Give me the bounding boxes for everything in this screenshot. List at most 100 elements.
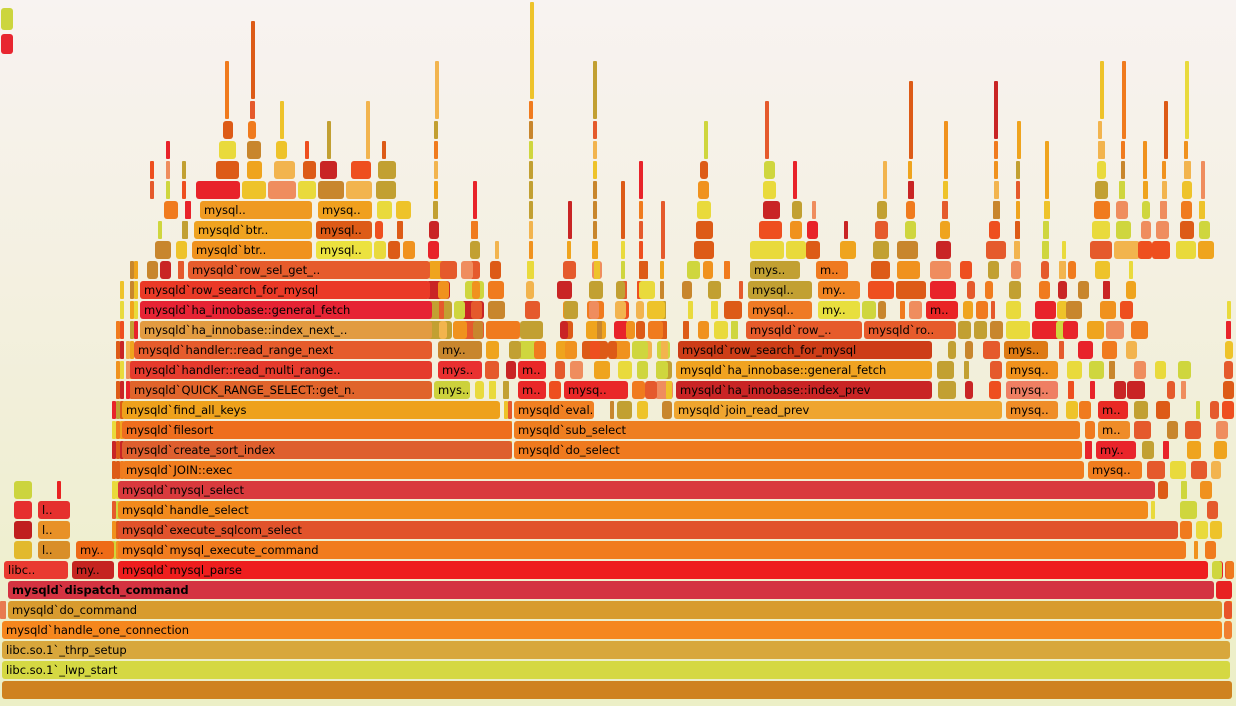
flame-frame[interactable]: mysqld`ha_innobase::general_fetch	[140, 301, 432, 319]
flame-block[interactable]	[698, 181, 709, 199]
flame-block[interactable]	[909, 301, 922, 319]
flame-block[interactable]	[1097, 161, 1106, 179]
flame-frame[interactable]: m..	[816, 261, 848, 279]
flame-block[interactable]	[378, 161, 396, 179]
flame-block[interactable]	[1185, 61, 1189, 139]
flame-block[interactable]	[438, 281, 449, 299]
flame-block[interactable]	[637, 401, 648, 419]
flame-block[interactable]	[1147, 461, 1165, 479]
flame-block[interactable]	[1016, 201, 1020, 219]
flame-frame[interactable]: mysqld`row_search_for_mysql	[140, 281, 430, 299]
flame-frame[interactable]: mysqld`handler::read_multi_range..	[130, 361, 432, 379]
flame-block[interactable]	[1143, 181, 1148, 199]
flame-block[interactable]	[862, 301, 876, 319]
flame-block[interactable]	[506, 361, 516, 379]
flame-block[interactable]	[242, 181, 266, 199]
flame-block[interactable]	[974, 321, 987, 339]
flame-block[interactable]	[1100, 301, 1116, 319]
flame-block[interactable]	[469, 261, 480, 279]
flame-block[interactable]	[1180, 221, 1194, 239]
flame-block[interactable]	[1106, 321, 1124, 339]
flame-block[interactable]	[639, 241, 643, 259]
flame-block[interactable]	[434, 121, 438, 139]
flame-frame[interactable]: m..	[926, 301, 958, 319]
flame-block[interactable]	[182, 221, 188, 239]
flame-block[interactable]	[991, 301, 995, 319]
flame-block[interactable]	[434, 141, 438, 159]
flame-block[interactable]	[597, 321, 602, 339]
flame-block[interactable]	[1041, 261, 1049, 279]
flame-block[interactable]	[930, 281, 956, 299]
flame-block[interactable]	[993, 201, 1000, 219]
flame-frame[interactable]: my..	[72, 561, 114, 579]
flame-block[interactable]	[1087, 321, 1104, 339]
flame-block[interactable]	[1225, 341, 1233, 359]
flame-block[interactable]	[112, 501, 116, 519]
flame-block[interactable]	[696, 221, 713, 239]
flame-block[interactable]	[1142, 201, 1150, 219]
flame-block[interactable]	[1114, 241, 1140, 259]
flame-block[interactable]	[1126, 281, 1136, 299]
flame-block[interactable]	[1085, 441, 1092, 459]
flame-block[interactable]	[990, 361, 1002, 379]
flame-block[interactable]	[994, 81, 998, 139]
flame-block[interactable]	[116, 361, 120, 379]
flame-block[interactable]	[724, 261, 730, 279]
flame-block[interactable]	[488, 301, 505, 319]
flame-block[interactable]	[158, 221, 162, 239]
flame-block[interactable]	[983, 341, 1000, 359]
flame-block[interactable]	[377, 201, 392, 219]
flame-block[interactable]	[1119, 181, 1125, 199]
flame-block[interactable]	[120, 281, 124, 299]
flame-block[interactable]	[1131, 321, 1148, 339]
flame-block[interactable]	[150, 181, 154, 199]
flame-block[interactable]	[435, 61, 439, 119]
flame-block[interactable]	[873, 241, 889, 259]
flame-block[interactable]	[621, 261, 625, 279]
flame-block[interactable]	[366, 101, 370, 159]
flame-block[interactable]	[134, 261, 138, 279]
flame-frame[interactable]: mysqld`row_..	[746, 321, 862, 339]
flame-block[interactable]	[434, 161, 438, 179]
flame-block[interactable]	[806, 241, 820, 259]
flame-frame[interactable]: mysqld`filesort	[122, 421, 512, 439]
flame-block[interactable]	[160, 261, 171, 279]
flame-block[interactable]	[878, 301, 886, 319]
flame-block[interactable]	[196, 181, 240, 199]
flame-block[interactable]	[439, 301, 444, 319]
flame-block[interactable]	[1167, 381, 1175, 399]
flame-block[interactable]	[116, 441, 120, 459]
flame-block[interactable]	[592, 241, 598, 259]
flame-block[interactable]	[636, 301, 644, 319]
flame-frame[interactable]: mysql..	[748, 281, 812, 299]
flame-block[interactable]	[1079, 401, 1091, 419]
flame-block[interactable]	[112, 421, 116, 439]
flame-block[interactable]	[626, 321, 635, 339]
flame-block[interactable]	[1090, 381, 1095, 399]
flame-block[interactable]	[318, 181, 344, 199]
flame-block[interactable]	[116, 421, 120, 439]
flame-block[interactable]	[1, 34, 13, 54]
flame-block[interactable]	[251, 21, 255, 99]
flame-block[interactable]	[589, 281, 603, 299]
flame-frame[interactable]: mysqld`ro..	[864, 321, 956, 339]
flame-block[interactable]	[120, 301, 124, 319]
flame-block[interactable]	[126, 341, 130, 359]
flame-block[interactable]	[1098, 141, 1105, 159]
flame-frame[interactable]: libc.so.1`_lwp_start	[2, 661, 1230, 679]
flame-frame[interactable]: mysqld`mysql_parse	[118, 561, 1208, 579]
flame-block[interactable]	[621, 241, 625, 259]
flame-block[interactable]	[639, 201, 643, 219]
flame-block[interactable]	[453, 321, 467, 339]
flame-frame[interactable]: mysqld`ha_innobase::general_fetch	[676, 361, 932, 379]
flame-block[interactable]	[298, 181, 316, 199]
flame-block[interactable]	[1180, 521, 1192, 539]
flame-block[interactable]	[397, 221, 403, 239]
flame-block[interactable]	[897, 261, 920, 279]
flame-block[interactable]	[908, 161, 912, 179]
flame-block[interactable]	[529, 181, 533, 199]
flame-block[interactable]	[687, 261, 700, 279]
flame-block[interactable]	[1129, 261, 1133, 279]
flame-block[interactable]	[792, 201, 802, 219]
flame-block[interactable]	[711, 301, 718, 319]
